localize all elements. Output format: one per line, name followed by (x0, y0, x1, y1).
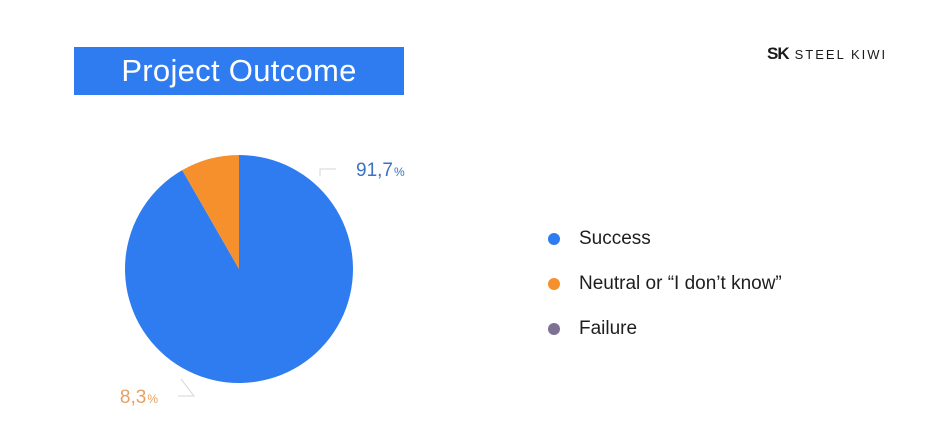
legend-swatch-failure (548, 322, 560, 335)
leader-line-success (319, 168, 336, 176)
legend-item-neutral: Neutral or “I don’t know” (548, 261, 782, 306)
legend-item-success: Success (548, 216, 782, 261)
legend-label-success: Success (579, 227, 651, 249)
legend-swatch-success (548, 232, 560, 245)
pie-slice-neutral (182, 155, 239, 269)
chart-legend: Success Neutral or “I don’t know” Failur… (548, 216, 782, 351)
data-label-success: 91,7% (356, 160, 405, 181)
title-banner: Project Outcome (74, 47, 404, 95)
brand-logo: SK STEEL KIWI (767, 44, 887, 64)
legend-item-failure: Failure (548, 306, 782, 351)
brand-name: STEEL KIWI (794, 46, 888, 62)
data-label-neutral: 8,3% (120, 387, 158, 408)
leader-line-neutral (178, 378, 196, 397)
chart-title: Project Outcome (121, 53, 357, 88)
steel-kiwi-logo-icon: SK (767, 44, 790, 63)
legend-label-failure: Failure (579, 317, 638, 339)
legend-swatch-neutral (548, 277, 560, 290)
legend-label-neutral: Neutral or “I don’t know” (579, 272, 782, 294)
